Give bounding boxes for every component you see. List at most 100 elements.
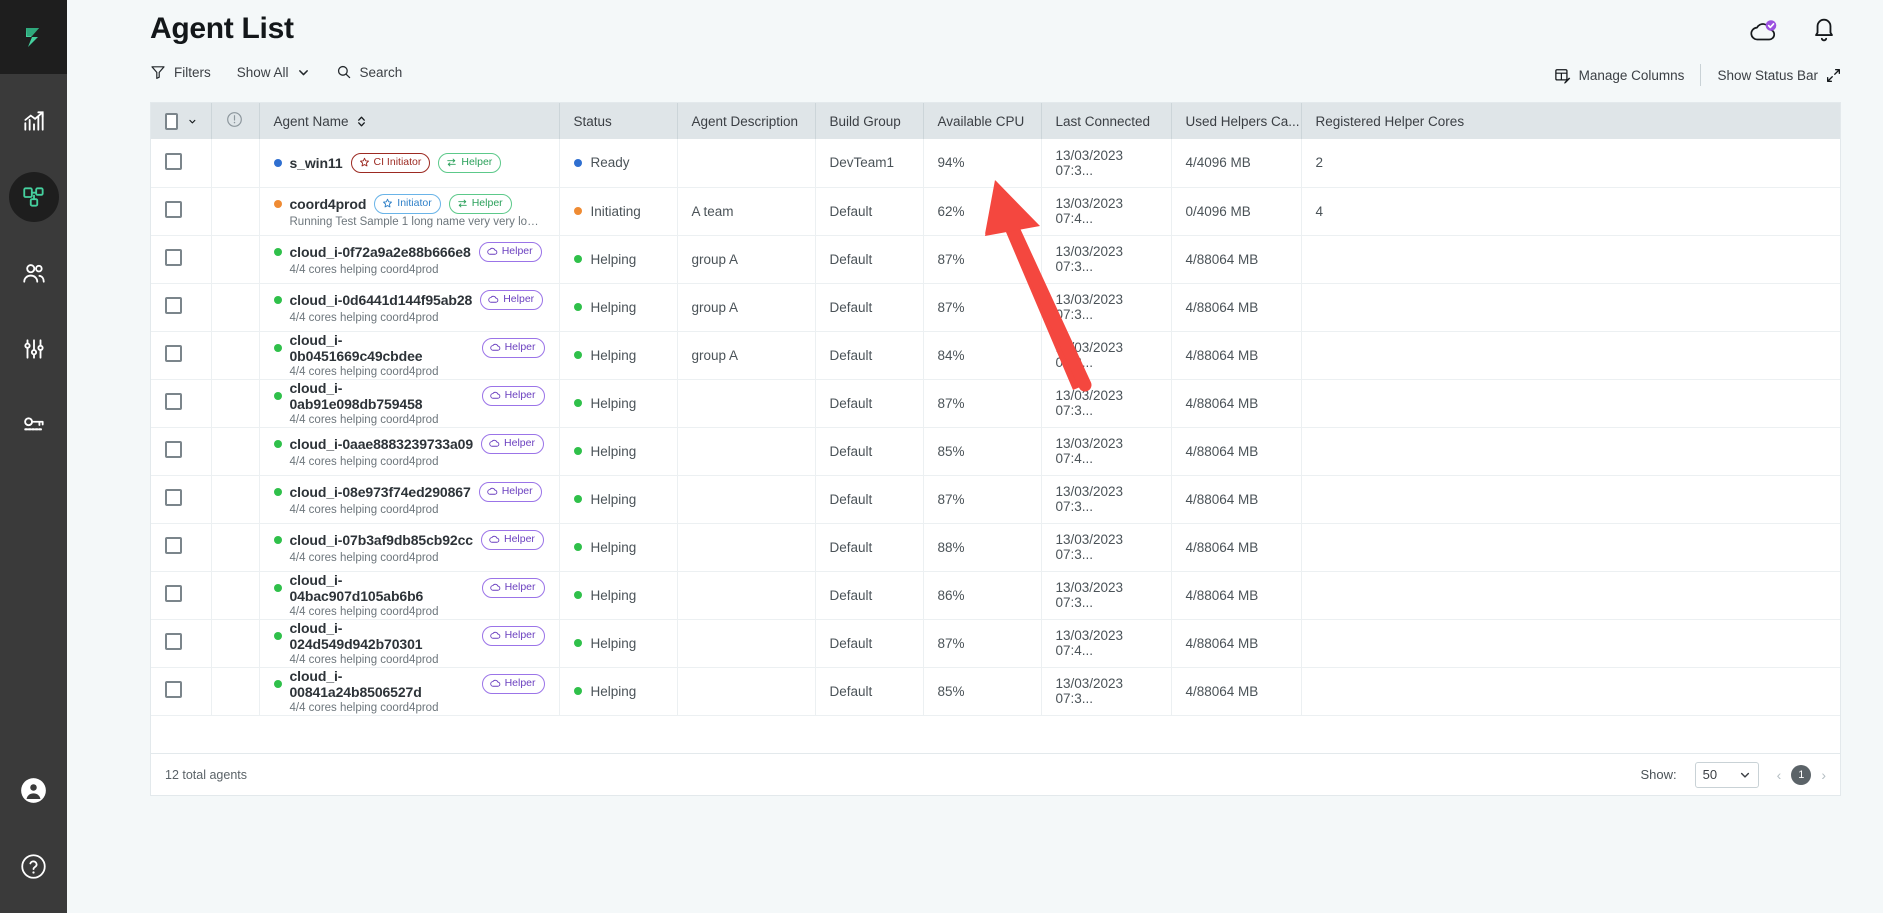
table-row[interactable]: s_win11 CI Initiator Helper Ready DevTeam1 94… xyxy=(151,139,1840,188)
status-dot xyxy=(573,351,582,359)
notifications-button[interactable] xyxy=(1807,14,1841,48)
agent-name-cell[interactable]: cloud_i-0f72a9a2e88b666e8 Helper 4/4 cores… xyxy=(259,235,560,284)
table-row[interactable]: cloud_i-0d6441d144f95ab28 Helper 4/4 cores… xyxy=(151,283,1840,332)
row-select-cell[interactable] xyxy=(151,331,212,380)
row-checkbox[interactable] xyxy=(165,345,182,362)
agent-name-cell[interactable]: cloud_i-024d549d942b70301 Helper 4/4 cores… xyxy=(259,619,560,668)
row-checkbox[interactable] xyxy=(165,249,182,266)
agent-name-cell[interactable]: cloud_i-0ab91e098db759458 Helper 4/4 cores… xyxy=(259,379,560,428)
row-select-cell[interactable] xyxy=(151,427,212,476)
agent-name-cell[interactable]: cloud_i-00841a24b8506527d Helper 4/4 cores… xyxy=(259,667,560,716)
row-select-cell[interactable] xyxy=(151,475,212,524)
show-all-dropdown[interactable]: Show All xyxy=(237,65,310,80)
agent-name-cell[interactable]: cloud_i-0b0451669c49cbdee Helper 4/4 cores… xyxy=(259,331,560,380)
agent-role-badge-label: CI Initiator xyxy=(373,155,422,168)
row-select-cell[interactable] xyxy=(151,667,212,716)
row-select-cell[interactable] xyxy=(151,571,212,620)
page-number-1[interactable]: 1 xyxy=(1791,764,1812,785)
agent-name-text[interactable]: cloud_i-0ab91e098db759458 xyxy=(289,380,423,412)
header-select-all[interactable] xyxy=(151,103,212,139)
header-registered-helper-cores[interactable]: Registered Helper Cores xyxy=(1301,103,1840,139)
row-checkbox[interactable] xyxy=(165,201,182,218)
agent-name-text[interactable]: cloud_i-00841a24b8506527d xyxy=(289,668,422,700)
row-select-cell[interactable] xyxy=(151,139,212,188)
used-helpers-capacity-cell: 4/88064 MB xyxy=(1171,427,1302,476)
row-checkbox[interactable] xyxy=(165,537,182,554)
agent-name-cell[interactable]: cloud_i-04bac907d105ab6b6 Helper 4/4 cores… xyxy=(259,571,560,620)
header-agent-description[interactable]: Agent Description xyxy=(677,103,816,139)
sidebar-item-agents[interactable] xyxy=(8,172,59,222)
sidebar-item-settings[interactable] xyxy=(9,324,59,374)
agent-name-cell[interactable]: cloud_i-0d6441d144f95ab28 Helper 4/4 cores… xyxy=(259,283,560,332)
table-row[interactable]: cloud_i-07b3af9db85cb92cc Helper 4/4 cores… xyxy=(151,523,1840,572)
table-row[interactable]: cloud_i-024d549d942b70301 Helper 4/4 cores… xyxy=(151,619,1840,668)
agent-name-cell[interactable]: cloud_i-07b3af9db85cb92cc Helper 4/4 cores… xyxy=(259,523,560,572)
agent-name-cell[interactable]: cloud_i-08e973f74ed290867 Helper 4/4 cores… xyxy=(259,475,560,524)
row-select-cell[interactable] xyxy=(151,283,212,332)
row-checkbox[interactable] xyxy=(165,441,182,458)
row-select-cell[interactable] xyxy=(151,187,212,236)
header-agent-name[interactable]: Agent Name xyxy=(259,103,560,139)
sidebar-item-license[interactable] xyxy=(9,400,59,450)
agent-name-text[interactable]: cloud_i-07b3af9db85cb92cc xyxy=(289,532,474,548)
table-row[interactable]: cloud_i-0aae8883239733a09 Helper 4/4 cores… xyxy=(151,427,1840,476)
agent-name-text[interactable]: s_win11 xyxy=(289,154,343,171)
show-status-bar-button[interactable]: Show Status Bar xyxy=(1717,68,1841,83)
agent-name-text[interactable]: cloud_i-0b0451669c49cbdee xyxy=(289,332,423,364)
row-checkbox[interactable] xyxy=(165,393,182,410)
sidebar-item-account[interactable] xyxy=(9,765,59,815)
agent-name-text[interactable]: cloud_i-04bac907d105ab6b6 xyxy=(289,572,424,604)
sidebar-item-analytics[interactable] xyxy=(9,96,59,146)
header-status[interactable]: Status xyxy=(559,103,678,139)
manage-columns-button[interactable]: Manage Columns xyxy=(1554,67,1684,84)
agent-name-text[interactable]: cloud_i-0d6441d144f95ab28 xyxy=(289,292,473,308)
agent-name-text[interactable]: coord4prod xyxy=(289,196,367,212)
row-checkbox[interactable] xyxy=(165,489,182,506)
key-icon xyxy=(23,417,44,431)
table-row[interactable]: cloud_i-04bac907d105ab6b6 Helper 4/4 cores… xyxy=(151,571,1840,620)
next-page-button[interactable]: › xyxy=(1821,766,1826,783)
select-all-checkbox[interactable] xyxy=(165,112,178,130)
agent-name-cell[interactable]: s_win11 CI Initiator Helper xyxy=(259,139,560,188)
row-checkbox[interactable] xyxy=(165,633,182,650)
table-row[interactable]: cloud_i-0f72a9a2e88b666e8 Helper 4/4 cores… xyxy=(151,235,1840,284)
agent-role-badge-label: Helper xyxy=(504,677,536,689)
table-row[interactable]: coord4prod Initiator Helper Running Test Sa… xyxy=(151,187,1840,236)
sidebar-item-users[interactable] xyxy=(9,248,59,298)
table-row[interactable]: cloud_i-0b0451669c49cbdee Helper 4/4 cores… xyxy=(151,331,1840,380)
sort-updown-icon[interactable] xyxy=(356,115,367,128)
row-checkbox[interactable] xyxy=(165,585,182,602)
agent-name-text[interactable]: cloud_i-0f72a9a2e88b666e8 xyxy=(289,244,471,260)
row-select-cell[interactable] xyxy=(151,235,212,284)
cloud-status-button[interactable] xyxy=(1747,14,1781,48)
row-select-cell[interactable] xyxy=(151,523,212,572)
sidebar-item-help[interactable] xyxy=(9,841,59,891)
header-available-cpu[interactable]: Available CPU xyxy=(923,103,1042,139)
chevron-down-icon[interactable] xyxy=(188,115,197,128)
agent-role-badge-label: Helper xyxy=(501,245,533,257)
filters-button[interactable]: Filters xyxy=(150,64,211,80)
agent-name-cell[interactable]: coord4prod Initiator Helper Running Test Sa… xyxy=(259,187,560,236)
page-size-select[interactable]: 50 xyxy=(1694,761,1759,788)
agent-name-cell[interactable]: cloud_i-0aae8883239733a09 Helper 4/4 cores… xyxy=(259,427,560,476)
row-checkbox[interactable] xyxy=(165,152,182,170)
table-row[interactable]: cloud_i-0ab91e098db759458 Helper 4/4 cores… xyxy=(151,379,1840,428)
header-used-helpers-capacity[interactable]: Used Helpers Ca... xyxy=(1171,103,1302,139)
registered-helper-cores-cell xyxy=(1301,427,1840,476)
table-row[interactable]: cloud_i-08e973f74ed290867 Helper 4/4 cores… xyxy=(151,475,1840,524)
search-button[interactable]: Search xyxy=(336,64,402,80)
row-select-cell[interactable] xyxy=(151,379,212,428)
row-checkbox[interactable] xyxy=(165,681,182,698)
agent-name-text[interactable]: cloud_i-024d549d942b70301 xyxy=(289,620,423,652)
row-checkbox[interactable] xyxy=(165,297,182,314)
header-build-group[interactable]: Build Group xyxy=(815,103,924,139)
agent-name-text[interactable]: cloud_i-08e973f74ed290867 xyxy=(289,484,471,500)
prev-page-button[interactable]: ‹ xyxy=(1776,766,1782,783)
header-last-connected[interactable]: Last Connected xyxy=(1041,103,1172,139)
status-cell: Helping xyxy=(559,475,678,524)
agent-name-text[interactable]: cloud_i-0aae8883239733a09 xyxy=(289,436,474,452)
row-select-cell[interactable] xyxy=(151,619,212,668)
table-row[interactable]: cloud_i-00841a24b8506527d Helper 4/4 cores… xyxy=(151,667,1840,716)
cloud-helper-icon xyxy=(489,583,500,591)
app-logo[interactable] xyxy=(0,0,67,74)
